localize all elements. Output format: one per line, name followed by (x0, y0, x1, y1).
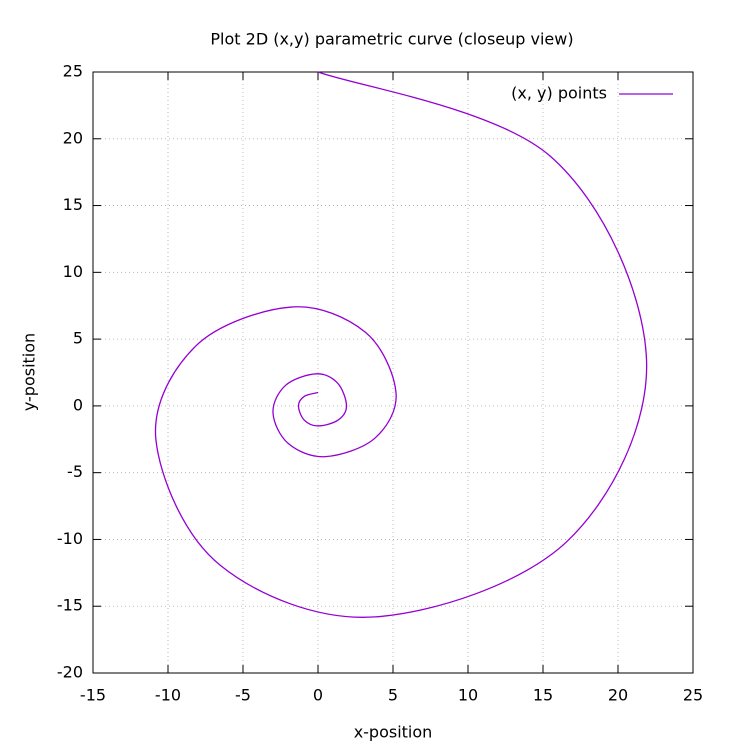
x-tick-label: 15 (533, 686, 553, 705)
y-tick-label: 10 (63, 262, 83, 281)
y-tick-label: 0 (73, 395, 83, 414)
x-tick-label: -15 (80, 686, 106, 705)
y-tick-label: 5 (73, 329, 83, 348)
x-axis-label: x-position (354, 723, 433, 742)
legend-label: (x, y) points (511, 84, 607, 103)
x-tick-label: 20 (608, 686, 628, 705)
x-tick-label: 0 (313, 686, 323, 705)
x-tick-label: 10 (458, 686, 478, 705)
x-tick-label: 5 (388, 686, 398, 705)
y-tick-label: -5 (67, 462, 83, 481)
curve (154, 71, 648, 618)
y-tick-label: 20 (63, 128, 83, 147)
y-tick-label: 25 (63, 62, 83, 81)
y-tick-label: -20 (57, 663, 83, 682)
x-tick-label: -5 (235, 686, 251, 705)
y-tick-label: 15 (63, 195, 83, 214)
y-axis-label: y-position (20, 333, 39, 411)
x-tick-label: 25 (683, 686, 703, 705)
chart-title: Plot 2D (x,y) parametric curve (closeup … (210, 30, 573, 49)
y-tick-label: -15 (57, 596, 83, 615)
y-tick-label: -10 (57, 529, 83, 548)
plot-frame (92, 71, 694, 674)
x-tick-label: -10 (155, 686, 181, 705)
